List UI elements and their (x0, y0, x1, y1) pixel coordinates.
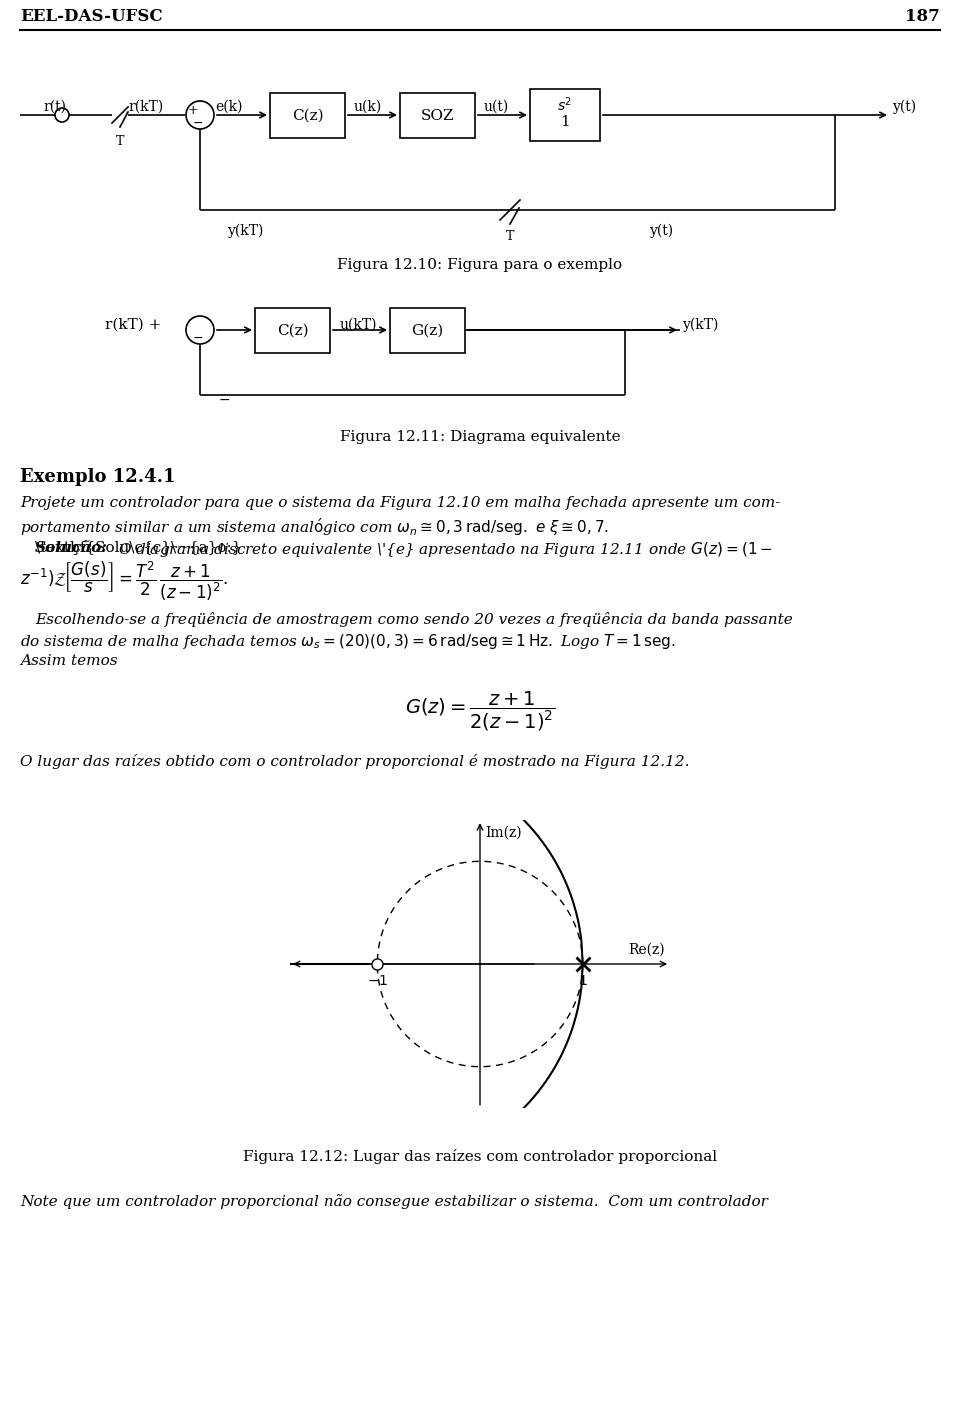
Text: Im(z): Im(z) (485, 825, 522, 839)
Text: y(t): y(t) (650, 224, 674, 238)
Text: do sistema de malha fechada temos $\omega_s = (20)(0,3) = 6\,\mathrm{rad/seg} \c: do sistema de malha fechada temos $\omeg… (20, 632, 676, 650)
Text: C(z): C(z) (276, 324, 308, 338)
Text: T: T (116, 135, 124, 148)
Text: $-$: $-$ (192, 331, 204, 344)
Text: T: T (506, 230, 515, 244)
Text: $G(z) = \dfrac{z+1}{2(z-1)^2}$: $G(z) = \dfrac{z+1}{2(z-1)^2}$ (405, 689, 555, 732)
Text: +: + (188, 104, 199, 117)
Text: C(z): C(z) (292, 108, 324, 122)
Text: Escolhendo-se a freqüência de amostragem como sendo 20 vezes a freqüência da ban: Escolhendo-se a freqüência de amostragem… (35, 612, 793, 627)
Text: Note que um controlador proporcional não consegue estabilizar o sistema.  Com um: Note que um controlador proporcional não… (20, 1194, 768, 1209)
Text: $-$: $-$ (218, 391, 230, 406)
Text: $-$: $-$ (192, 115, 204, 128)
Text: O diagrama discreto equivalente \'{e} apresentado na Figura 12.11 onde $G(z) = (: O diagrama discreto equivalente \'{e} ap… (118, 541, 773, 559)
Text: 1: 1 (560, 115, 570, 130)
Text: Figura 12.12: Lugar das raízes com controlador proporcional: Figura 12.12: Lugar das raízes com contr… (243, 1149, 717, 1164)
Text: $s^2$: $s^2$ (558, 96, 572, 114)
Text: $-1$: $-1$ (367, 974, 388, 988)
Text: Figura 12.10: Figura para o exemplo: Figura 12.10: Figura para o exemplo (337, 258, 623, 272)
Text: O lugar das raízes obtido com o controlador proporcional é mostrado na Figura 12: O lugar das raízes obtido com o controla… (20, 755, 689, 769)
Text: G(z): G(z) (412, 324, 444, 338)
Bar (270, 93, 345, 138)
Text: r(kT) +: r(kT) + (105, 318, 161, 332)
Text: Solução:: Solução: (35, 541, 108, 555)
Text: y(kT): y(kT) (683, 318, 719, 332)
Text: SOZ: SOZ (420, 108, 454, 122)
Text: Re(z): Re(z) (628, 943, 665, 957)
Text: Projete um controlador para que o sistema da Figura 12.10 em malha fechada apres: Projete um controlador para que o sistem… (20, 496, 780, 510)
Bar (255, 308, 330, 353)
Text: y(kT): y(kT) (228, 224, 264, 238)
Text: Figura 12.11: Diagrama equivalente: Figura 12.11: Diagrama equivalente (340, 429, 620, 444)
Text: portamento similar a um sistema anal$\mathrm{\acute{o}}$gico com $\omega_n \cong: portamento similar a um sistema anal$\ma… (20, 515, 609, 538)
Bar (530, 89, 600, 141)
Bar (390, 308, 465, 353)
Text: r(kT): r(kT) (128, 100, 163, 114)
Text: Assim temos: Assim temos (20, 653, 118, 667)
Text: EEL-DAS-UFSC: EEL-DAS-UFSC (20, 8, 162, 25)
Text: $1$: $1$ (578, 974, 588, 988)
Text: e(k): e(k) (215, 100, 243, 114)
Text: $z^{-1})\mathcal{Z}\!\left[\dfrac{G(s)}{s}\right] = \dfrac{T^2}{2}\,\dfrac{z+1}{: $z^{-1})\mathcal{Z}\!\left[\dfrac{G(s)}{… (20, 560, 228, 604)
Text: u(t): u(t) (484, 100, 509, 114)
Text: Exemplo 12.4.1: Exemplo 12.4.1 (20, 467, 176, 486)
Text: r(t): r(t) (43, 100, 66, 114)
Text: u(kT): u(kT) (340, 318, 377, 332)
Text: \textbf{Solu\c{c}\~{a}o:}: \textbf{Solu\c{c}\~{a}o:} (35, 541, 242, 553)
Bar (400, 93, 475, 138)
Text: 187: 187 (905, 8, 940, 25)
Text: y(t): y(t) (893, 100, 917, 114)
Text: u(k): u(k) (354, 100, 382, 114)
